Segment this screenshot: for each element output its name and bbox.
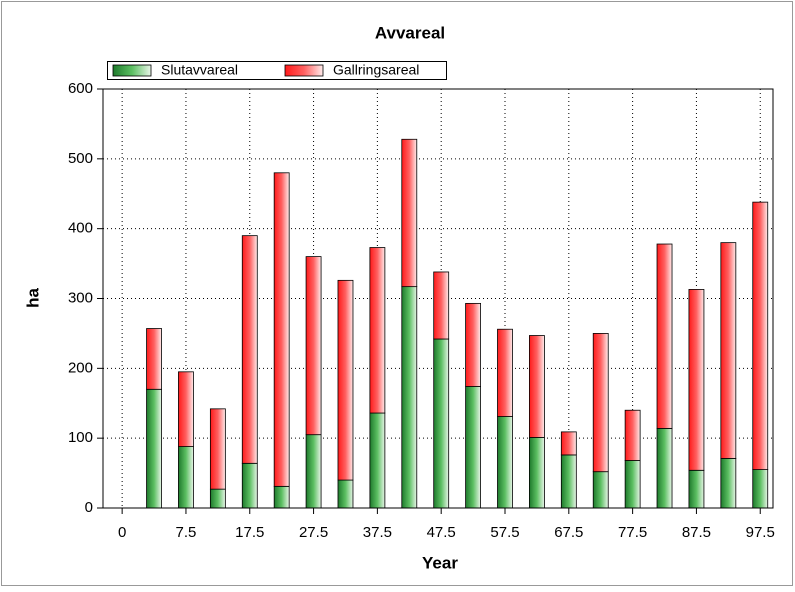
legend-swatch — [284, 64, 324, 77]
legend-label: Gallringsareal — [333, 62, 419, 78]
x-tick-label: 37.5 — [363, 524, 392, 541]
bar-segment — [337, 479, 354, 509]
y-tick-label: 600 — [68, 80, 93, 97]
bar-segment — [146, 388, 162, 509]
x-tick-label: 27.5 — [299, 524, 328, 541]
legend-label: Slutavvareal — [161, 62, 238, 78]
bar-segment — [401, 286, 418, 509]
legend-swatch — [112, 64, 152, 77]
x-tick-label: 87.5 — [682, 524, 711, 541]
bar-segment — [529, 437, 545, 509]
bar-segment — [688, 289, 705, 471]
bar-segment — [720, 458, 737, 509]
x-tick-label: 97.5 — [746, 524, 775, 541]
bar-segment — [688, 469, 705, 509]
bar-segment — [209, 488, 226, 509]
bar-segment — [656, 243, 673, 429]
bar-segment — [720, 242, 737, 459]
bar-segment — [209, 408, 226, 490]
bar-segment — [433, 338, 450, 509]
x-tick-label: 77.5 — [618, 524, 647, 541]
chart-title: Avvareal — [375, 23, 445, 42]
x-tick-label: 7.5 — [176, 524, 197, 541]
y-axis-label: ha — [23, 288, 42, 308]
legend-box — [107, 61, 447, 80]
bar-segment — [273, 485, 290, 509]
bar-segment — [592, 471, 609, 509]
bar-segment — [592, 333, 609, 473]
y-tick-label: 100 — [68, 429, 93, 446]
bar-segment — [433, 271, 450, 340]
bar-segment — [146, 328, 162, 390]
bar-segment — [273, 172, 290, 487]
x-axis-label: Year — [422, 553, 458, 572]
bar-segment — [624, 460, 641, 509]
bar-segment — [465, 302, 481, 387]
y-tick-label: 200 — [68, 359, 93, 376]
y-tick-label: 300 — [68, 289, 93, 306]
bar-segment — [178, 446, 194, 509]
bar-segment — [401, 138, 418, 288]
bar-segment — [369, 247, 386, 414]
x-tick-label: 67.5 — [554, 524, 583, 541]
y-tick-label: 500 — [68, 150, 93, 167]
y-tick-label: 0 — [85, 499, 93, 516]
bar-segment — [465, 386, 481, 509]
bar-segment — [497, 328, 513, 417]
bar-segment — [752, 469, 769, 509]
bar-segment — [241, 462, 258, 509]
x-tick-label: 57.5 — [490, 524, 519, 541]
x-tick-label: 47.5 — [427, 524, 456, 541]
bar-segment — [560, 431, 577, 456]
bar-segment — [529, 335, 545, 438]
bar-segment — [497, 416, 513, 509]
bar-segment — [656, 427, 673, 509]
bar-segment — [178, 371, 194, 447]
bar-segment — [369, 412, 386, 509]
bar-segment — [241, 235, 258, 464]
bar-segment — [305, 434, 322, 509]
y-tick-label: 400 — [68, 220, 93, 237]
x-tick-label: 0 — [118, 524, 126, 541]
bar-segment — [305, 256, 322, 436]
plot-border — [102, 88, 774, 509]
bar-segment — [624, 409, 641, 461]
bar-segment — [752, 201, 769, 470]
bar-segment — [337, 279, 354, 481]
bar-segment — [560, 454, 577, 509]
x-tick-label: 17.5 — [235, 524, 264, 541]
